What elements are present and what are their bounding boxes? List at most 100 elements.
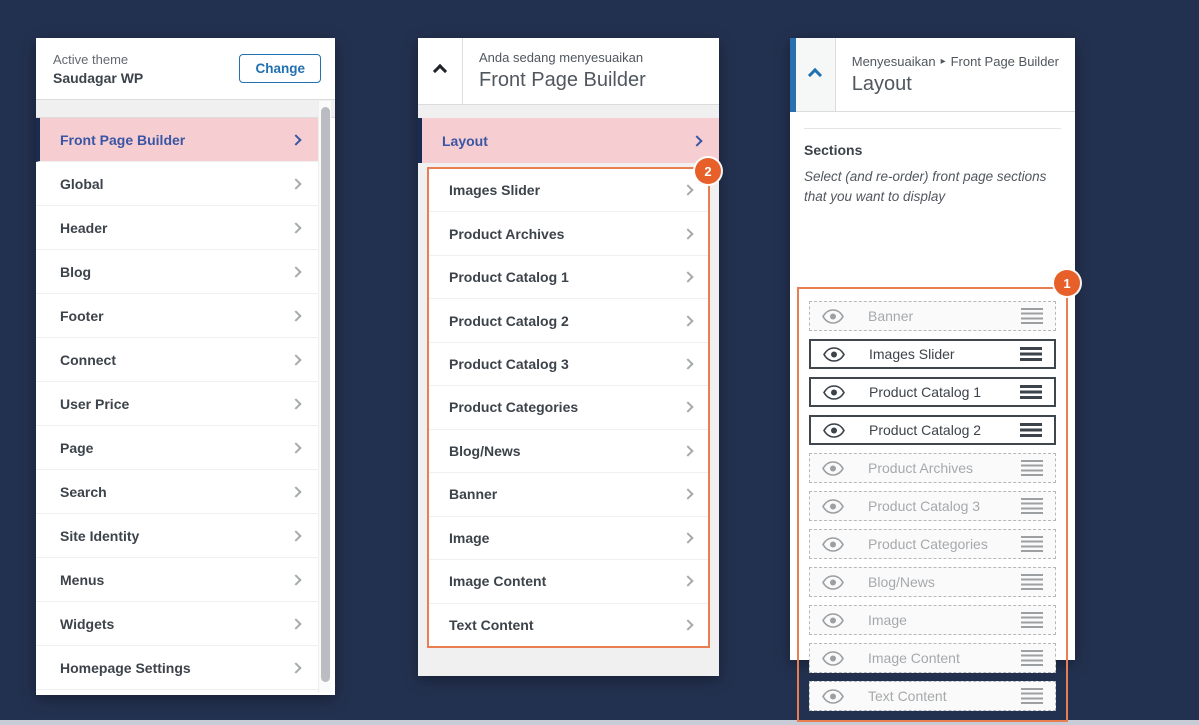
section-row[interactable]: Text Content: [809, 681, 1056, 711]
chevron-right-icon: [682, 532, 694, 544]
section-row[interactable]: Product Catalog 3: [809, 491, 1056, 521]
header-gap: [36, 100, 335, 118]
back-button[interactable]: [796, 38, 836, 111]
chevron-right-icon: [682, 445, 694, 457]
menu-item[interactable]: Footer: [36, 294, 318, 338]
menu-item[interactable]: Homepage Settings: [36, 646, 318, 690]
menu-item[interactable]: Page: [36, 426, 318, 470]
menu-item[interactable]: Header: [36, 206, 318, 250]
menu-item[interactable]: Product Archives: [429, 212, 708, 256]
menu-item-label: Global: [60, 175, 104, 192]
active-theme-header: Active theme Saudagar WP Change: [36, 38, 335, 100]
menu-item-label: Widgets: [60, 615, 115, 632]
chevron-left-icon: [432, 63, 448, 79]
menu-item[interactable]: Product Catalog 2: [429, 299, 708, 343]
scrollbar-track[interactable]: [318, 101, 331, 692]
eye-visibility-icon[interactable]: [822, 688, 844, 704]
panel-title: Layout: [851, 72, 912, 95]
back-button[interactable]: [418, 38, 463, 104]
eye-visibility-icon[interactable]: [822, 650, 844, 666]
menu-item[interactable]: Product Catalog 1: [429, 255, 708, 300]
menu-item-label: Blog/News: [449, 442, 521, 459]
drag-handle-icon[interactable]: [1021, 498, 1043, 514]
menu-item[interactable]: Search: [36, 470, 318, 514]
drag-handle-icon[interactable]: [1021, 650, 1043, 666]
chevron-right-icon: [290, 133, 302, 146]
menu-item-layout-active[interactable]: Layout: [418, 118, 719, 163]
eye-visibility-icon[interactable]: [822, 498, 844, 514]
change-theme-button[interactable]: Change: [239, 54, 321, 83]
drag-handle-icon[interactable]: [1021, 688, 1043, 704]
layout-body: Sections Select (and re-order) front pag…: [790, 128, 1080, 722]
section-row[interactable]: Images Slider: [809, 339, 1056, 369]
section-row[interactable]: Product Catalog 1: [809, 377, 1056, 407]
chevron-right-icon: [682, 228, 694, 240]
menu-item[interactable]: Text Content: [429, 603, 708, 646]
menu-item[interactable]: User Price: [36, 382, 318, 426]
chevron-left-icon: [808, 67, 823, 82]
menu-item[interactable]: Global: [36, 162, 318, 206]
eye-visibility-icon[interactable]: [822, 536, 844, 552]
section-row[interactable]: Image: [809, 605, 1056, 635]
chevron-right-icon: [290, 441, 302, 454]
eye-visibility-icon[interactable]: [822, 612, 844, 628]
eye-visibility-icon[interactable]: [823, 384, 845, 400]
drag-handle-icon[interactable]: [1020, 385, 1042, 399]
section-label: Blog/News: [868, 574, 935, 590]
drag-handle-icon[interactable]: [1020, 423, 1042, 437]
menu-item[interactable]: Front Page Builder: [36, 118, 318, 162]
description-line1: Select (and re-order) front page section…: [804, 169, 1047, 184]
section-label: Product Categories: [868, 536, 988, 552]
section-row[interactable]: Blog/News: [809, 567, 1056, 597]
drag-handle-icon[interactable]: [1020, 347, 1042, 361]
section-label: Product Catalog 2: [869, 422, 982, 438]
menu-item-label: Homepage Settings: [60, 659, 191, 676]
active-theme-label: Active theme: [53, 51, 129, 67]
menu-item[interactable]: Connect: [36, 338, 318, 382]
eye-visibility-icon[interactable]: [822, 574, 844, 590]
eye-visibility-icon[interactable]: [822, 308, 844, 324]
section-row[interactable]: Product Archives: [809, 453, 1056, 483]
chevron-right-icon: [290, 265, 302, 278]
section-row[interactable]: Product Catalog 2: [809, 415, 1056, 445]
chevron-right-icon: [691, 134, 703, 147]
drag-handle-icon[interactable]: [1021, 612, 1043, 628]
chevron-right-icon: [290, 309, 302, 322]
section-label: Product Catalog 3: [868, 498, 981, 514]
chevron-right-icon: [290, 353, 302, 366]
section-row[interactable]: Image Content: [809, 643, 1056, 673]
menu-item[interactable]: Product Categories: [429, 386, 708, 430]
chevron-right-icon: [682, 271, 694, 283]
chevron-right-icon: [682, 488, 694, 501]
chevron-right-icon: [290, 177, 302, 190]
drag-handle-icon[interactable]: [1021, 574, 1043, 590]
menu-item[interactable]: Menus: [36, 558, 318, 602]
section-row[interactable]: Banner: [809, 301, 1056, 331]
section-label: Product Archives: [868, 460, 974, 476]
panel-header: Menyesuaikan ▸ Front Page Builder Layout: [790, 38, 1075, 112]
menu-item[interactable]: Image: [429, 516, 708, 561]
drag-handle-icon[interactable]: [1021, 460, 1043, 476]
menu-item[interactable]: Blog: [36, 250, 318, 294]
eye-visibility-icon[interactable]: [823, 346, 845, 362]
drag-handle-icon[interactable]: [1021, 536, 1043, 552]
eye-visibility-icon[interactable]: [822, 460, 844, 476]
section-row[interactable]: Product Categories: [809, 529, 1056, 559]
scrollbar-thumb[interactable]: [321, 107, 330, 682]
menu-item[interactable]: Blog/News: [429, 429, 708, 474]
breadcrumb-root: Menyesuaikan: [851, 53, 936, 69]
drag-handle-icon[interactable]: [1021, 308, 1043, 324]
menu-item-label: Page: [60, 439, 94, 456]
builder-sections-menu: Images Slider Product Archives Product C…: [429, 169, 708, 646]
section-label: Text Content: [868, 688, 947, 704]
sections-heading: Sections: [804, 142, 863, 158]
menu-item[interactable]: Image Content: [429, 560, 708, 604]
menu-item[interactable]: Widgets: [36, 602, 318, 646]
menu-item-label: Search: [60, 483, 107, 500]
menu-item-label: Product Archives: [449, 225, 565, 242]
menu-item[interactable]: Banner: [429, 473, 708, 517]
menu-item[interactable]: Site Identity: [36, 514, 318, 558]
menu-item[interactable]: Product Catalog 3: [429, 342, 708, 387]
menu-item[interactable]: Images Slider: [429, 169, 708, 213]
eye-visibility-icon[interactable]: [823, 422, 845, 438]
